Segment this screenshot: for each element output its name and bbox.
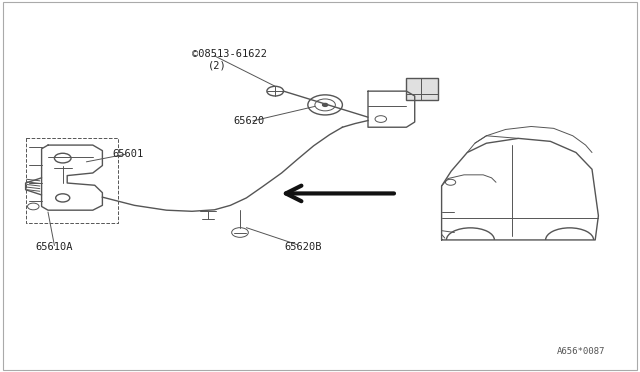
Text: 65601: 65601: [112, 150, 143, 159]
Text: 65620B: 65620B: [285, 243, 323, 252]
Text: ©08513-61622: ©08513-61622: [192, 49, 267, 59]
FancyBboxPatch shape: [406, 78, 438, 100]
Text: 65610A: 65610A: [35, 243, 73, 252]
Text: 65620: 65620: [234, 116, 265, 126]
Text: (2): (2): [208, 60, 227, 70]
Text: A656*0087: A656*0087: [557, 347, 605, 356]
Circle shape: [323, 103, 328, 106]
